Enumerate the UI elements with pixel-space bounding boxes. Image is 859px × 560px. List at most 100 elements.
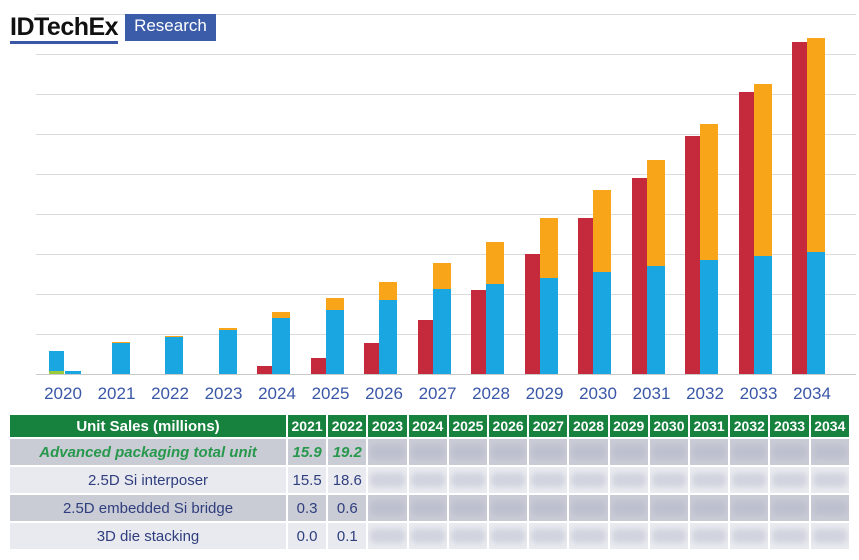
bar-si-bridge-2030	[593, 190, 611, 272]
x-axis-label-2027: 2027	[418, 384, 457, 403]
censored-cell	[489, 495, 528, 521]
bar-die-stacking-2030	[578, 218, 593, 374]
censored-value-smudge	[370, 529, 405, 543]
x-axis-label-2028: 2028	[472, 384, 510, 403]
bar-si-bridge-2028	[486, 242, 504, 284]
x-axis-label-2034: 2034	[793, 384, 831, 403]
censored-value-smudge	[410, 473, 445, 487]
censored-cell	[408, 439, 447, 465]
bar-interposer-2027	[432, 289, 451, 374]
censored-value-smudge	[370, 473, 405, 487]
censored-cell	[730, 467, 769, 493]
row-label: 2.5D embedded Si bridge	[10, 495, 286, 521]
bar-die-stacking-2033	[738, 92, 754, 374]
x-axis-label-2026: 2026	[365, 384, 403, 403]
x-axis-label-2020: 2020	[44, 384, 82, 403]
bar-si-bridge-2026	[379, 282, 397, 300]
censored-cell	[649, 495, 689, 521]
year-header-2025: 2025	[448, 415, 488, 437]
gridline	[36, 174, 856, 175]
censored-value-smudge	[772, 445, 807, 459]
bar-interposer-2033	[753, 256, 772, 374]
censored-cell	[489, 467, 528, 493]
bar-die-stacking-2027	[417, 320, 433, 374]
censored-value-smudge	[651, 445, 687, 459]
row-label: 2.5D Si interposer	[10, 467, 286, 493]
year-header-2031: 2031	[690, 415, 729, 437]
censored-cell	[770, 467, 809, 493]
unit-sales-table: Unit Sales (millions) 2021 2022 2023 2024 202…	[8, 413, 851, 551]
censored-value-smudge	[611, 445, 646, 459]
censored-value-smudge	[450, 529, 486, 543]
bar-interposer-2030	[593, 272, 611, 374]
censored-value-smudge	[732, 501, 767, 515]
value-cell: 19.2	[328, 439, 367, 465]
censored-cell	[408, 467, 447, 493]
value-cell: 0.3	[288, 495, 327, 521]
year-header-2022: 2022	[328, 415, 367, 437]
value-cell: 15.5	[288, 467, 327, 493]
censored-cell	[368, 467, 407, 493]
bar-interposer-2028	[486, 284, 504, 374]
censored-cell	[368, 495, 407, 521]
censored-value-smudge	[571, 529, 606, 543]
x-axis-label-2024: 2024	[258, 384, 296, 403]
bar-interposer-2034	[807, 252, 825, 374]
censored-cell	[770, 439, 809, 465]
x-axis-label-2030: 2030	[579, 384, 617, 403]
censored-value-smudge	[531, 529, 566, 543]
censored-value-smudge	[531, 501, 566, 515]
censored-value-smudge	[692, 529, 727, 543]
bar-die-stacking-2028	[471, 290, 486, 374]
censored-value-smudge	[410, 501, 445, 515]
censored-cell	[609, 467, 648, 493]
bar-die-stacking-2031	[631, 178, 647, 374]
year-header-2027: 2027	[529, 415, 568, 437]
censored-cell	[730, 495, 769, 521]
gridline	[36, 214, 856, 215]
censored-value-smudge	[571, 473, 606, 487]
censored-value-smudge	[611, 473, 646, 487]
table-row: 2.5D embedded Si bridge 0.3 0.6	[10, 495, 849, 521]
censored-cell	[649, 523, 689, 549]
bar-die-stacking-2026	[364, 343, 379, 374]
table-row: 2.5D Si interposer 15.5 18.6	[10, 467, 849, 493]
bar-die-stacking-2025	[310, 358, 326, 374]
censored-value-smudge	[491, 529, 526, 543]
censored-value-smudge	[651, 501, 687, 515]
x-axis-label-2022: 2022	[151, 384, 189, 403]
value-cell: 0.6	[328, 495, 367, 521]
censored-value-smudge	[732, 445, 767, 459]
value-cell: 18.6	[328, 467, 367, 493]
bar-die-stacking-2029	[524, 254, 540, 374]
censored-value-smudge	[732, 529, 767, 543]
censored-cell	[730, 523, 769, 549]
gridline	[36, 14, 856, 15]
year-header-2030: 2030	[649, 415, 689, 437]
censored-cell	[408, 523, 447, 549]
censored-value-smudge	[370, 445, 405, 459]
censored-cell	[408, 495, 447, 521]
bar-die-stacking-2024	[257, 366, 272, 374]
censored-cell	[569, 523, 608, 549]
censored-cell	[609, 439, 648, 465]
bar-stub-2020	[65, 371, 81, 374]
x-axis-label-2029: 2029	[525, 384, 564, 403]
bar-si-bridge-2025	[325, 298, 344, 310]
censored-cell	[448, 523, 488, 549]
x-axis-label-2021: 2021	[97, 384, 136, 403]
censored-value-smudge	[692, 473, 727, 487]
research-badge: Research	[125, 14, 216, 41]
year-header-2023: 2023	[368, 415, 407, 437]
bar-interposer-2022	[165, 336, 183, 374]
bar-si-bridge-2032	[700, 124, 718, 260]
censored-value-smudge	[812, 529, 847, 543]
idtechex-logo: IDTechEx Research	[10, 14, 216, 45]
censored-value-smudge	[571, 445, 606, 459]
censored-cell	[569, 467, 608, 493]
censored-cell	[489, 439, 528, 465]
censored-cell	[609, 495, 648, 521]
bar-si-bridge-2029	[539, 218, 558, 278]
censored-value-smudge	[450, 445, 486, 459]
bar-die-stacking-2032	[685, 136, 700, 374]
